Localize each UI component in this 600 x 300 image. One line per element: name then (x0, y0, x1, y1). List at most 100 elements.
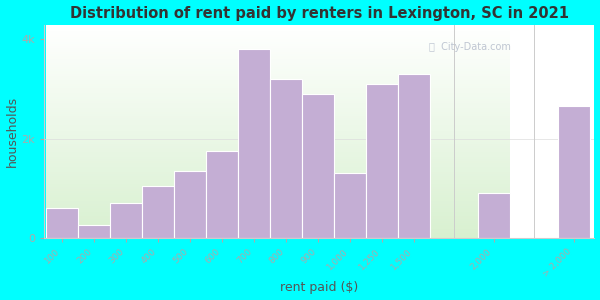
Bar (478, 231, 509, 233)
Bar (478, 99, 509, 101)
Bar (430, 233, 478, 236)
Bar (46, 125, 430, 127)
Bar (430, 31, 478, 33)
Bar (142, 186, 173, 238)
Bar (430, 84, 478, 86)
Bar (46, 169, 430, 172)
Bar (430, 116, 478, 118)
Bar (478, 80, 509, 82)
Bar (478, 236, 509, 238)
Bar (478, 202, 509, 204)
Bar (478, 180, 509, 182)
Bar (478, 31, 509, 33)
Bar (478, 123, 509, 125)
Bar (478, 133, 509, 135)
Bar (478, 110, 509, 112)
Bar (46, 165, 430, 167)
Bar (269, 79, 302, 238)
Bar (46, 133, 430, 135)
Bar (430, 123, 478, 125)
Bar (430, 114, 478, 116)
Bar (46, 95, 430, 97)
Bar (46, 148, 430, 150)
Bar (478, 197, 509, 199)
Bar (478, 86, 509, 88)
Bar (46, 121, 430, 123)
Bar (398, 74, 430, 238)
Bar (478, 63, 509, 65)
Bar (430, 76, 478, 78)
Bar (430, 236, 478, 238)
Bar (478, 140, 509, 142)
Bar (46, 82, 430, 84)
Bar (430, 125, 478, 127)
Bar (430, 129, 478, 131)
Bar (46, 236, 430, 238)
Bar (46, 154, 430, 157)
Bar (478, 154, 509, 157)
Bar (46, 74, 430, 76)
Bar (430, 110, 478, 112)
Bar (430, 121, 478, 123)
Bar (478, 195, 509, 197)
Bar (46, 221, 430, 223)
Bar (478, 223, 509, 225)
Bar (478, 61, 509, 63)
Bar (478, 88, 509, 91)
Bar (430, 99, 478, 101)
Bar (430, 133, 478, 135)
Bar (478, 101, 509, 103)
Bar (430, 95, 478, 97)
Bar (430, 184, 478, 187)
Bar (478, 50, 509, 52)
Bar (430, 182, 478, 184)
Bar (430, 101, 478, 103)
Bar (430, 231, 478, 233)
Bar (46, 189, 430, 191)
Bar (478, 193, 509, 195)
Bar (46, 106, 430, 108)
Bar (430, 154, 478, 157)
Bar (478, 44, 509, 46)
Bar (46, 103, 430, 106)
Bar (478, 112, 509, 114)
Bar (302, 94, 334, 238)
Bar (430, 71, 478, 74)
Bar (46, 167, 430, 169)
Bar (430, 54, 478, 56)
Bar (46, 212, 430, 214)
Bar (46, 91, 430, 93)
Bar (430, 112, 478, 114)
Bar (430, 108, 478, 110)
Bar (46, 123, 430, 125)
Bar (430, 148, 478, 150)
Bar (430, 165, 478, 167)
Bar (77, 225, 110, 238)
Bar (430, 82, 478, 84)
Bar (430, 223, 478, 225)
Bar (46, 174, 430, 176)
Bar (46, 58, 430, 61)
Bar (478, 199, 509, 202)
Bar (430, 225, 478, 227)
Bar (46, 108, 430, 110)
Bar (430, 52, 478, 54)
Bar (478, 39, 509, 42)
Bar (46, 67, 430, 69)
Bar (46, 42, 430, 44)
Bar (478, 142, 509, 144)
Bar (430, 127, 478, 129)
Bar (46, 135, 430, 137)
Bar (430, 161, 478, 163)
Bar (478, 56, 509, 58)
Bar (46, 93, 430, 95)
Bar (430, 172, 478, 174)
Bar (430, 86, 478, 88)
Bar (430, 140, 478, 142)
Bar (478, 108, 509, 110)
Bar (46, 150, 430, 152)
Bar (430, 93, 478, 95)
Bar (46, 56, 430, 58)
Bar (430, 204, 478, 206)
Bar (46, 163, 430, 165)
